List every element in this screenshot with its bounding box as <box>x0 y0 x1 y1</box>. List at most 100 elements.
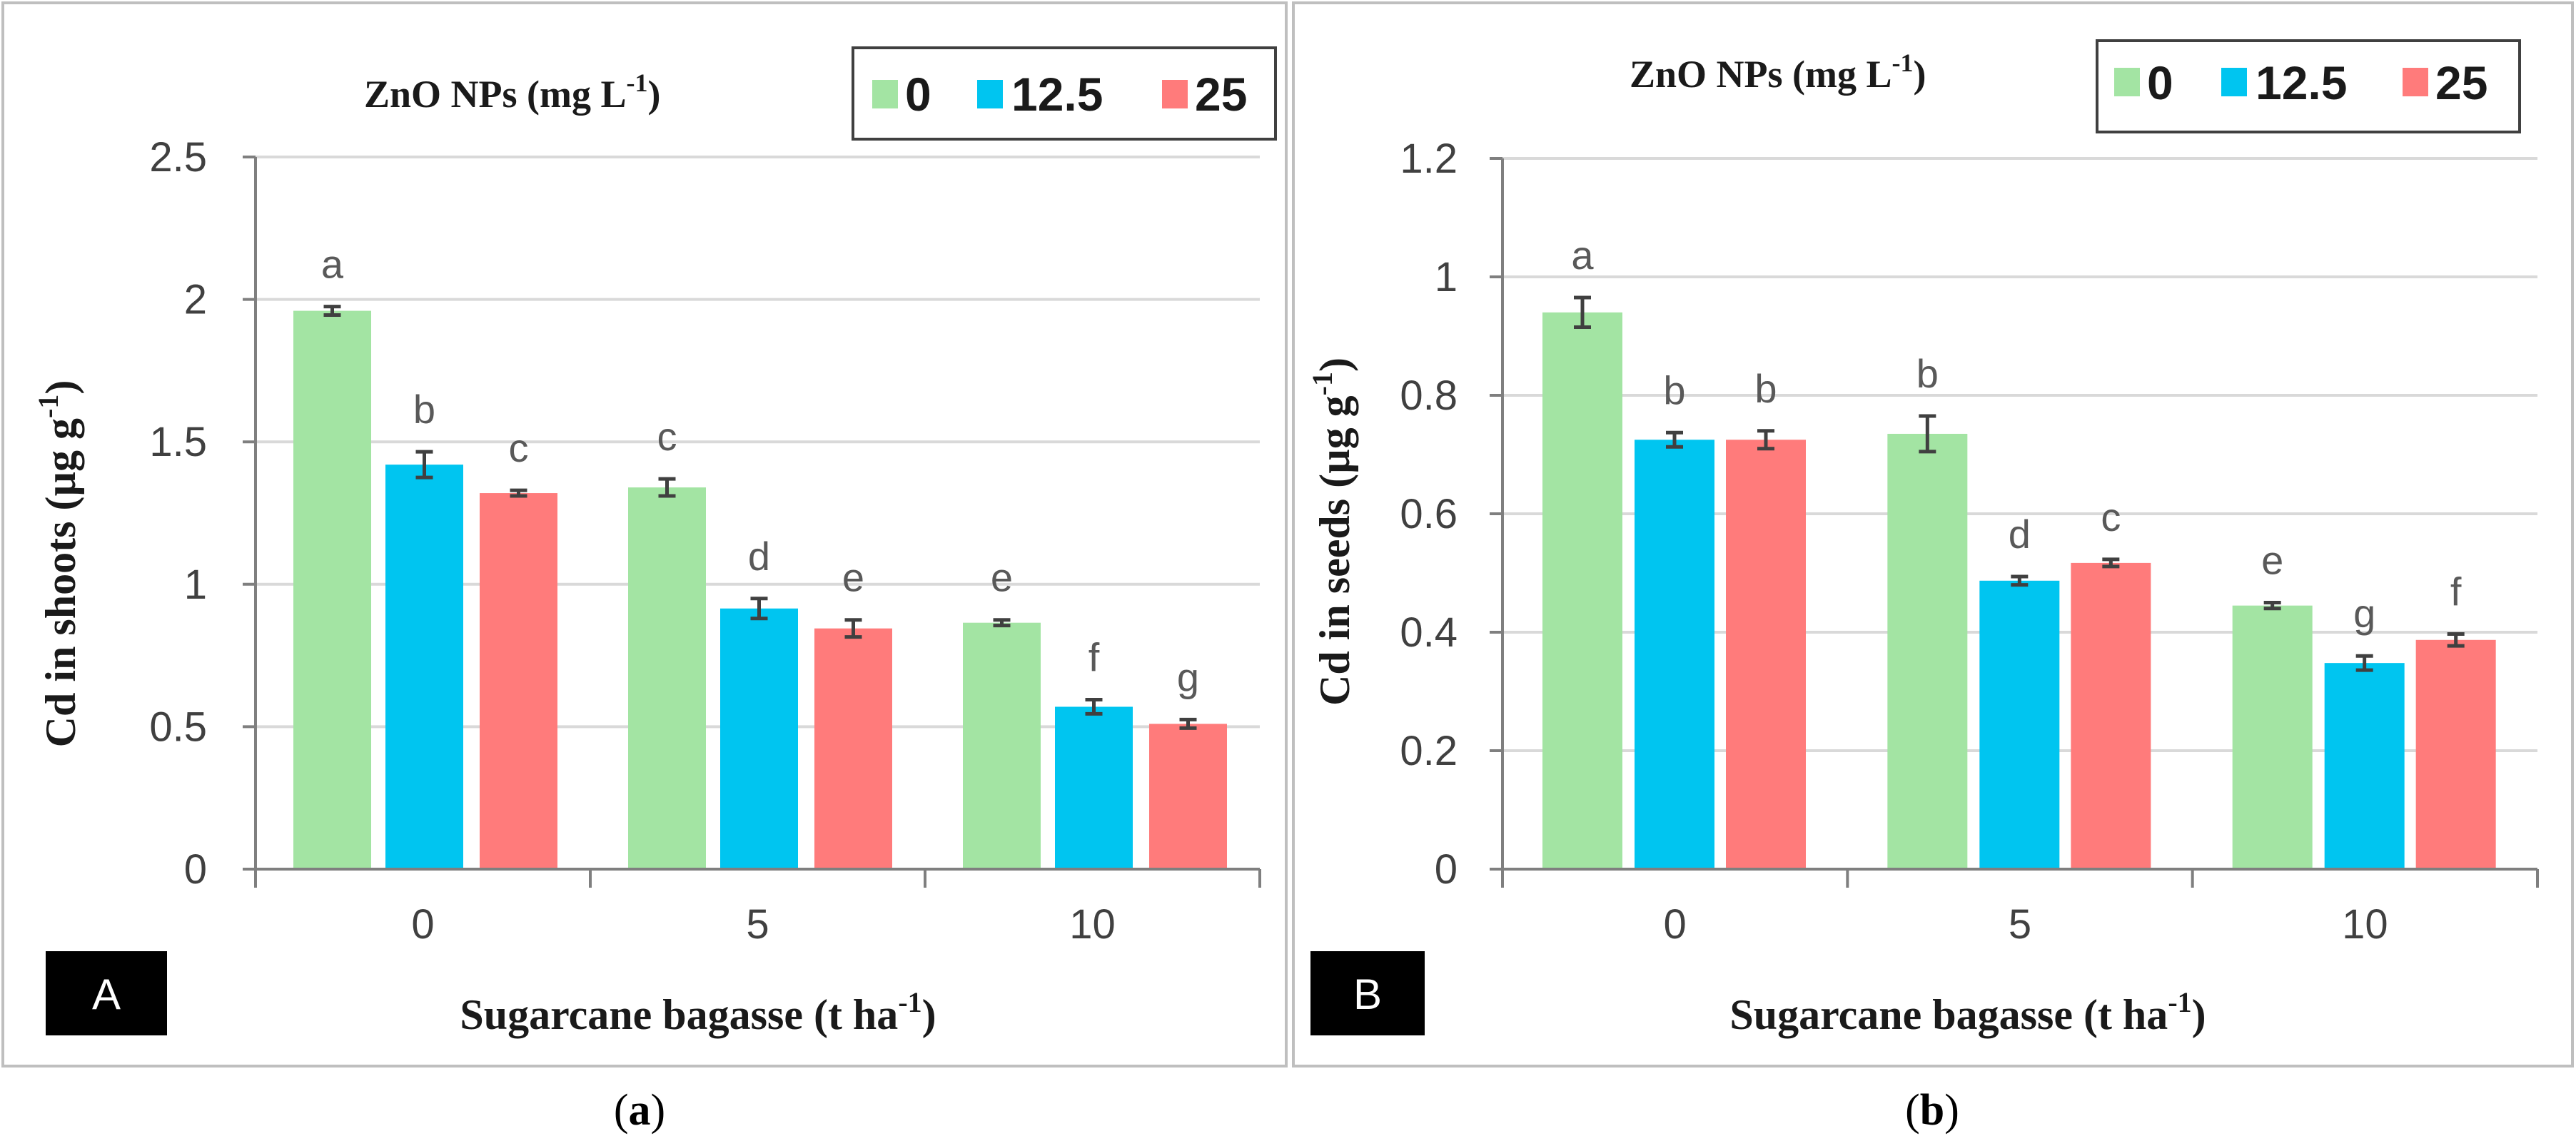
bar <box>2324 663 2405 869</box>
panel-badge-a: A <box>46 951 167 1035</box>
error-bars <box>1574 295 2465 672</box>
error-bar <box>1919 414 1936 454</box>
x-tick-labels: 0 5 10 <box>1664 901 2388 948</box>
x-tick-label: 10 <box>1069 901 1116 948</box>
significance-letter: e <box>991 555 1013 600</box>
panel-badge-label: B <box>1353 970 1382 1018</box>
legend-swatch-12-5 <box>2221 68 2247 96</box>
legend-label-0: 0 <box>2147 56 2173 109</box>
error-bar <box>993 618 1011 628</box>
bar <box>385 465 463 869</box>
legend-box <box>852 46 1277 141</box>
error-bar <box>323 305 341 318</box>
error-bar <box>2263 601 2281 611</box>
axes <box>1490 157 2539 888</box>
x-axis-title: Sugarcane bagasse (t ha-1) <box>1729 986 2206 1038</box>
bar <box>1149 724 1227 869</box>
y-tick-label: 0 <box>1435 846 1458 893</box>
error-bar <box>1757 429 1774 451</box>
significance-letter: b <box>1663 367 1685 412</box>
chart-panel-b: a b e b d g b c f 0 0.2 0.4 0.6 0.8 1 1.2 0 5 10 Cd in s… <box>1292 1 2574 1068</box>
legend-label-25: 25 <box>1195 68 1247 121</box>
bar <box>2415 639 2496 869</box>
y-tick-label: 2 <box>184 277 207 323</box>
significance-letter: c <box>509 425 529 470</box>
legend-swatch-25 <box>2403 68 2428 96</box>
panel-badge-bg <box>46 951 167 1035</box>
bar <box>1542 312 1622 869</box>
y-axis-title: Cd in shoots (µg g-1) <box>32 380 84 748</box>
significance-letter: c <box>657 414 677 459</box>
bar <box>1635 440 1714 869</box>
significance-letter: d <box>748 534 770 579</box>
y-tick-label: 0.8 <box>1400 372 1458 419</box>
error-bar <box>2102 557 2120 569</box>
bar <box>1887 433 1968 869</box>
error-bar <box>750 597 768 621</box>
significance-letter: c <box>2101 495 2121 539</box>
bar <box>963 622 1041 869</box>
error-bars <box>323 305 1197 730</box>
bar-series <box>1542 312 2496 869</box>
significance-letters: a c e b d f c e g <box>321 242 1199 700</box>
legend-box <box>2096 39 2521 133</box>
panel-badge-b: B <box>1310 951 1425 1035</box>
y-tick-label: 1 <box>1435 254 1458 300</box>
x-tick-label: 0 <box>1664 901 1687 948</box>
error-bar <box>844 618 862 639</box>
bar <box>720 608 798 869</box>
bar <box>814 628 892 869</box>
significance-letter: g <box>2353 591 2375 636</box>
legend: ZnO NPs (mg L-1) 0 12.5 25 <box>364 46 1277 141</box>
legend-title: ZnO NPs (mg L-1) <box>364 69 661 116</box>
significance-letter: b <box>1916 351 1939 396</box>
y-tick-label: 1.5 <box>149 419 207 465</box>
x-tick-label: 0 <box>411 901 434 948</box>
y-tick-labels: 0 0.2 0.4 0.6 0.8 1 1.2 <box>1400 136 1458 893</box>
legend-swatch-25 <box>1162 80 1188 108</box>
error-bar <box>1179 717 1197 730</box>
caption-a: (a) <box>614 1086 665 1135</box>
y-tick-label: 0.6 <box>1400 491 1458 537</box>
significance-letter: d <box>2009 512 2031 557</box>
legend-swatch-12-5 <box>977 80 1003 108</box>
chart-panel-a: a c e b d f c e g 0 0.5 1 1.5 2 2.5 0 5 10 Cd in shoots… <box>1 1 1288 1068</box>
bar <box>628 487 706 869</box>
y-tick-label: 2.5 <box>149 134 207 181</box>
y-tick-label: 0.4 <box>1400 609 1458 656</box>
significance-letter: e <box>842 555 864 600</box>
legend-label-12-5: 12.5 <box>2256 56 2347 109</box>
error-bar <box>1085 697 1103 716</box>
error-bar <box>2447 632 2465 648</box>
panel-badge-bg <box>1310 951 1425 1035</box>
bar <box>2232 605 2313 869</box>
x-tick-label: 5 <box>2009 901 2031 948</box>
legend-swatch-0 <box>2114 68 2140 96</box>
x-axis-title: Sugarcane bagasse (t ha-1) <box>460 986 936 1038</box>
significance-letter: a <box>321 242 344 287</box>
significance-letter: b <box>1754 366 1777 411</box>
error-bar <box>2011 574 2029 587</box>
caption-b: (b) <box>1905 1086 1959 1135</box>
significance-letter: f <box>1089 634 1100 679</box>
error-bar <box>415 450 433 480</box>
significance-letter: f <box>2450 569 2462 614</box>
y-axis-title: Cd in seeds (µg g-1) <box>1306 357 1358 706</box>
significance-letters: a b e b d g b c f <box>1571 233 2461 636</box>
y-tick-label: 0.2 <box>1400 728 1458 774</box>
significance-letter: g <box>1177 654 1199 699</box>
legend-label-12-5: 12.5 <box>1011 68 1103 121</box>
bar <box>480 493 557 869</box>
significance-letter: b <box>413 387 435 432</box>
axes <box>243 156 1261 888</box>
significance-letter: a <box>1571 233 1594 278</box>
error-bar <box>510 488 527 498</box>
x-tick-labels: 0 5 10 <box>411 901 1115 948</box>
error-bar <box>658 477 676 498</box>
bar <box>1979 580 2060 869</box>
bar <box>2071 562 2151 869</box>
bar <box>1055 706 1133 869</box>
significance-letter: e <box>2261 538 2283 583</box>
y-tick-labels: 0 0.5 1 1.5 2 2.5 <box>149 134 207 893</box>
